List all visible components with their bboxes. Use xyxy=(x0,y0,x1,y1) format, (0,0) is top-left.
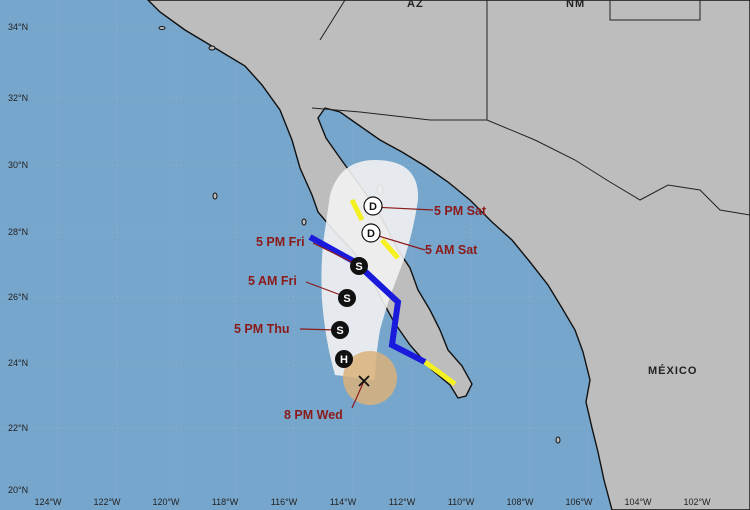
svg-text:S: S xyxy=(343,293,350,305)
label-5am-sat: 5 AM Sat xyxy=(425,243,478,257)
wind-field xyxy=(343,351,397,405)
label-8pm-wed: 8 PM Wed xyxy=(284,408,343,422)
label-5pm-fri: 5 PM Fri xyxy=(256,235,305,249)
svg-text:102°W: 102°W xyxy=(683,497,711,507)
svg-text:112°W: 112°W xyxy=(389,497,416,507)
region-az: AZ xyxy=(407,0,424,10)
us-mexico-border xyxy=(311,107,750,216)
svg-text:118°W: 118°W xyxy=(212,497,239,507)
svg-text:20°N: 20°N xyxy=(8,485,28,495)
svg-text:26°N: 26°N xyxy=(8,292,28,302)
svg-text:110°W: 110°W xyxy=(448,497,475,507)
svg-text:32°N: 32°N xyxy=(8,93,28,103)
forecast-point-fri-pm[interactable]: S xyxy=(350,257,368,275)
forecast-point-h[interactable]: H xyxy=(335,350,353,368)
forecast-point-fri-am[interactable]: S xyxy=(338,289,356,307)
svg-text:24°N: 24°N xyxy=(8,358,28,368)
current-position[interactable] xyxy=(358,375,370,387)
latitude-ticks: 34°N 32°N 30°N 28°N 26°N 24°N 22°N 20°N xyxy=(8,22,28,495)
svg-text:108°W: 108°W xyxy=(506,497,534,507)
label-5pm-sat: 5 PM Sat xyxy=(434,204,487,218)
svg-text:30°N: 30°N xyxy=(8,160,28,170)
forecast-point-thu[interactable]: S xyxy=(331,321,349,339)
svg-text:104°W: 104°W xyxy=(624,497,652,507)
longitude-ticks: 124°W 122°W 120°W 118°W 116°W 114°W 112°W 11… xyxy=(34,497,711,507)
svg-text:D: D xyxy=(369,201,377,213)
svg-text:120°W: 120°W xyxy=(152,497,180,507)
label-5am-fri: 5 AM Fri xyxy=(248,274,297,288)
forecast-point-sat-pm[interactable]: D xyxy=(363,196,383,216)
svg-text:D: D xyxy=(367,228,375,240)
label-5pm-thu: 5 PM Thu xyxy=(234,322,290,336)
svg-text:106°W: 106°W xyxy=(565,497,593,507)
forecast-point-sat-am[interactable]: D xyxy=(361,223,381,243)
svg-text:S: S xyxy=(336,325,343,337)
region-mexico: MÉXICO xyxy=(648,364,697,377)
region-nm: NM xyxy=(566,0,585,10)
watch-line-north xyxy=(349,198,400,260)
svg-text:122°W: 122°W xyxy=(93,497,121,507)
svg-text:S: S xyxy=(355,261,362,273)
hurricane-warning-line xyxy=(308,234,427,365)
svg-text:22°N: 22°N xyxy=(8,423,28,433)
watch-line-south xyxy=(423,359,457,387)
state-border xyxy=(319,0,701,41)
svg-text:116°W: 116°W xyxy=(271,497,298,507)
svg-text:H: H xyxy=(340,354,348,366)
svg-text:34°N: 34°N xyxy=(8,22,28,32)
svg-text:28°N: 28°N xyxy=(8,227,28,237)
svg-text:124°W: 124°W xyxy=(34,497,62,507)
x-mark-icon xyxy=(358,375,370,387)
svg-text:114°W: 114°W xyxy=(330,497,357,507)
